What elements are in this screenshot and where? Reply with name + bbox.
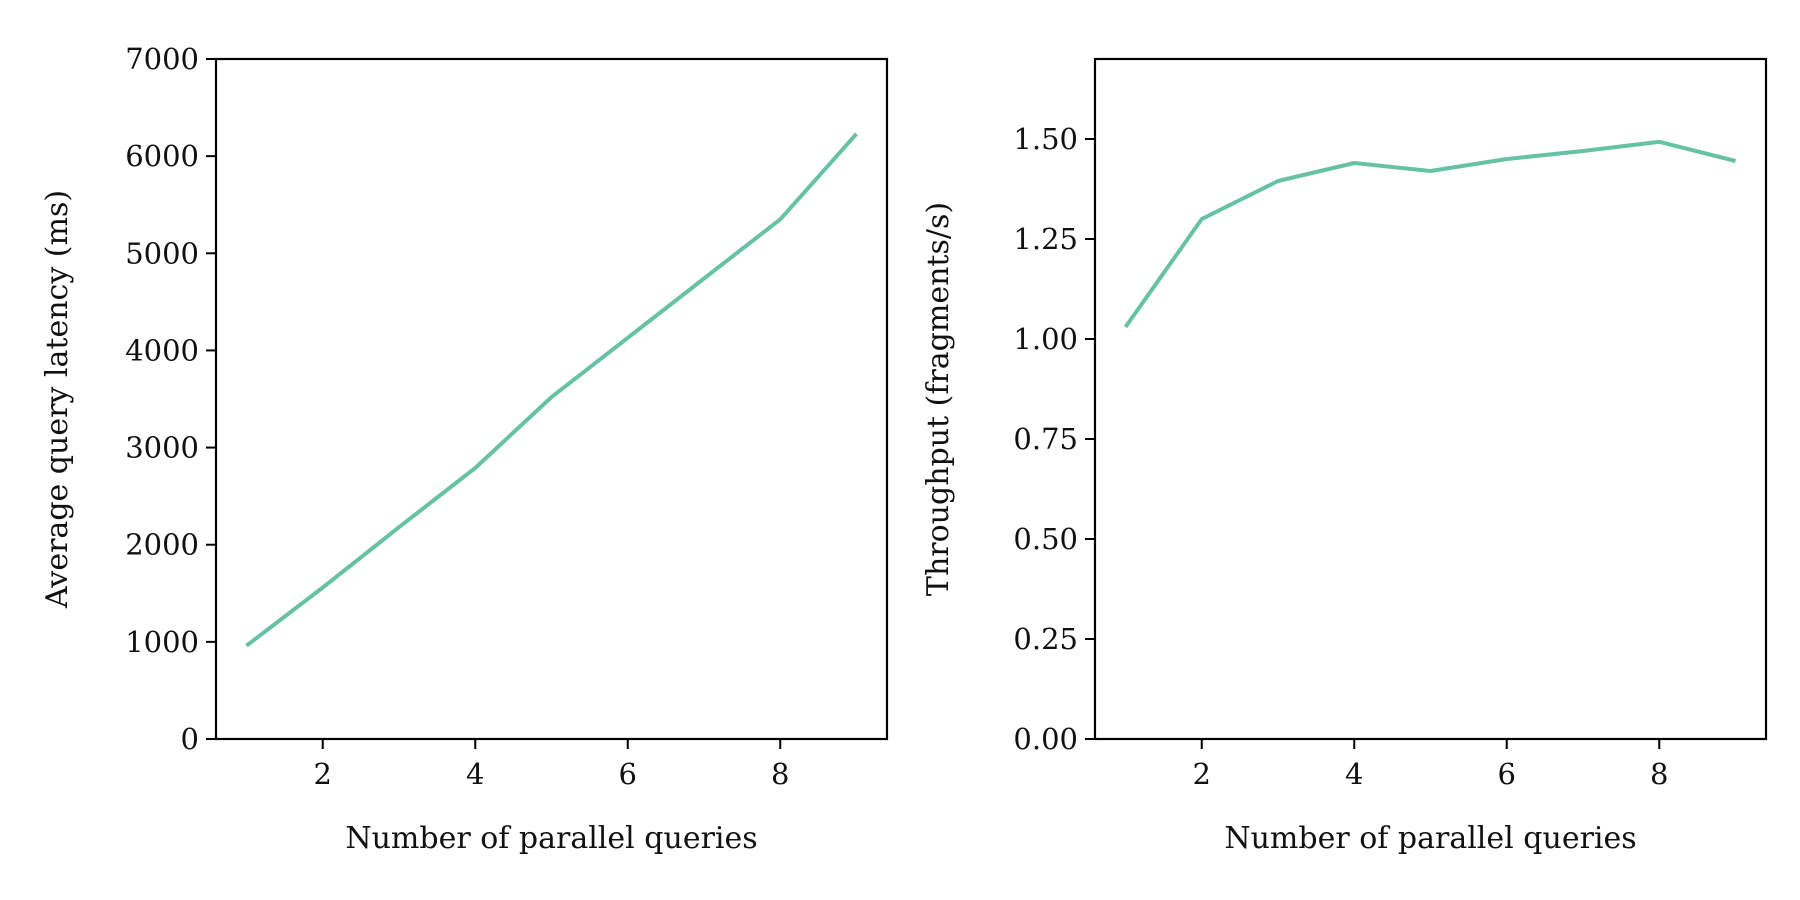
throughput-x-tick-label: 8 <box>1650 757 1668 791</box>
latency-plot-frame <box>214 57 889 741</box>
latency-y-tick-label: 7000 <box>125 42 199 76</box>
latency-y-tick-label: 2000 <box>125 528 199 562</box>
latency-y-tick-label: 1000 <box>125 625 199 659</box>
throughput-y-tick-label: 1.00 <box>1013 322 1078 356</box>
latency-x-tick-label: 8 <box>771 757 789 791</box>
latency-series-line <box>245 132 858 648</box>
throughput-y-tick-label: 0.50 <box>1013 522 1078 556</box>
throughput-series-line <box>1123 139 1736 329</box>
latency-panel: 2 4 6 8 0 1000 2000 3000 4000 5000 6000 7000 Number … <box>40 42 889 856</box>
latency-x-axis-label: Number of parallel queries <box>345 821 757 856</box>
latency-x-tick-label: 4 <box>466 757 484 791</box>
throughput-x-tick-label: 6 <box>1498 757 1516 791</box>
latency-x-tick-label: 6 <box>619 757 637 791</box>
throughput-y-tick-label: 0.75 <box>1013 422 1078 456</box>
latency-y-tick-label: 0 <box>181 722 199 756</box>
latency-y-tick-label: 6000 <box>125 139 199 173</box>
throughput-y-tick-label: 0.00 <box>1013 722 1078 756</box>
latency-y-tick-label: 3000 <box>125 431 199 465</box>
throughput-x-tick-label: 2 <box>1193 757 1211 791</box>
throughput-y-tick-label: 1.50 <box>1013 122 1078 156</box>
throughput-y-axis-label: Throughput (fragments/s) <box>921 202 956 596</box>
throughput-x-tick-label: 4 <box>1345 757 1363 791</box>
latency-y-tick-label: 4000 <box>125 333 199 367</box>
throughput-y-tick-label: 0.25 <box>1013 622 1078 656</box>
throughput-panel: 2 4 6 8 0.00 0.25 0.50 0.75 1.00 1.25 1.50 Number o… <box>921 57 1768 856</box>
latency-y-axis-label: Average query latency (ms) <box>40 190 75 609</box>
throughput-x-axis-label: Number of parallel queries <box>1224 821 1636 856</box>
latency-x-tick-label: 2 <box>314 757 332 791</box>
latency-y-tick-label: 5000 <box>125 236 199 270</box>
throughput-y-tick-label: 1.25 <box>1013 222 1078 256</box>
throughput-plot-frame <box>1093 57 1768 741</box>
